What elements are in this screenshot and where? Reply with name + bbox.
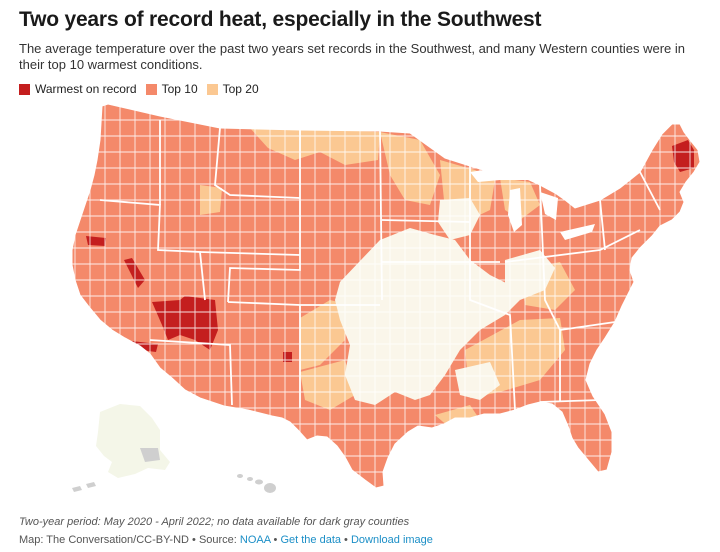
lake-superior [470,166,540,182]
alaska-nodata-patch [140,448,160,462]
hawaii [237,474,276,493]
record-new-england [672,140,694,172]
credit-text: Map: The Conversation/CC-BY-ND [19,534,189,546]
legend-item-top10: Top 10 [145,82,198,96]
top20-ozark-edge [300,300,350,370]
download-image-link[interactable]: Download image [350,534,433,546]
lake-michigan [508,188,522,232]
separator-1: • [188,534,199,546]
separator-3: • [341,534,351,546]
record-nevada-strip [124,258,145,288]
alaska-chain [72,482,96,492]
chart-title: Two years of record heat, especially in … [19,8,542,31]
footnote: Two-year period: May 2020 - April 2022; … [19,516,410,528]
legend-swatch-top20 [206,83,218,95]
get-data-link[interactable]: Get the data [280,534,341,546]
legend-swatch-record [19,83,30,95]
gulf-coast-cream [455,362,500,400]
great-lakes [470,166,595,240]
legend-swatch-top10 [145,83,157,95]
hawaii-island-2 [247,477,253,481]
legend-item-record: Warmest on record [19,82,137,96]
alaska [72,404,170,492]
top20-texas-panhandle [300,360,355,410]
top20-dakotas [380,132,440,205]
hawaii-island-3 [255,479,263,485]
alaska-land [96,404,170,478]
lake-huron [540,192,558,220]
legend-label-top10: Top 10 [161,82,198,96]
lake-erie [560,224,595,240]
state-borders [99,120,661,411]
chart-subtitle: The average temperature over the past tw… [19,41,685,72]
separator-2: • [270,534,281,546]
source-prefix: Source: [198,534,240,546]
hawaii-island-4 [264,483,276,493]
legend-item-top20: Top 20 [206,82,259,96]
noaa-link[interactable]: NOAA [239,534,271,546]
legend: Warmest on record Top 10 Top 20 [19,82,268,96]
us-outline [71,103,701,489]
source-line: Map: The Conversation/CC-BY-ND • Source:… [19,534,433,546]
record-new-mexico [283,352,292,362]
record-southwest-core [152,296,218,350]
legend-label-top20: Top 20 [222,82,259,96]
hawaii-island-1 [237,474,243,478]
record-regions [86,140,694,362]
us-county-map[interactable] [0,100,720,510]
legend-label-record: Warmest on record [35,82,137,96]
record-northern-calif [86,236,106,246]
